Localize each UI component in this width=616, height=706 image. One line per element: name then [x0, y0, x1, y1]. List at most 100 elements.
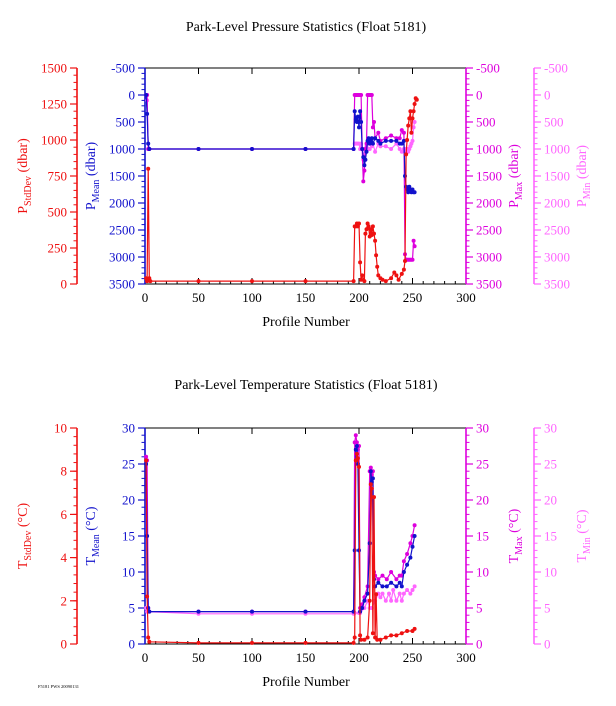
max-data-point	[370, 125, 375, 130]
mean-data-point	[394, 138, 399, 143]
stddev-data-point	[374, 253, 379, 258]
stddev-data-point	[410, 116, 415, 121]
max-y-tick-label: 1500	[476, 169, 502, 184]
mean-y-tick-label: 25	[122, 457, 135, 472]
mean-y-tick-label: 2500	[109, 223, 135, 238]
stddev-data-point	[375, 637, 380, 642]
min-data-point	[399, 598, 404, 603]
x-tick-label: 250	[403, 650, 423, 665]
max-y-axis-label: TMax (°C)	[507, 508, 525, 563]
stddev-data-point	[367, 598, 372, 603]
min-y-tick-label: 0	[544, 637, 551, 652]
mean-data-point	[351, 147, 356, 151]
max-y-tick-label: 2500	[476, 223, 502, 238]
mean-data-point	[354, 120, 359, 124]
max-y-tick-label: 10	[476, 565, 489, 580]
min-y-tick-label: 3000	[544, 250, 570, 265]
mean-data-point	[359, 120, 364, 124]
stddev-data-point	[196, 640, 201, 645]
mean-data-point	[303, 147, 308, 151]
mean-y-tick-label: 0	[129, 637, 136, 652]
stddev-y-tick-label: 250	[48, 241, 68, 256]
min-y-tick-label: 25	[544, 457, 557, 472]
x-tick-label: 50	[192, 290, 205, 305]
min-y-tick-label: 0	[544, 88, 551, 103]
mean-data-point	[354, 444, 359, 448]
stddev-y-tick-label: 0	[61, 277, 68, 292]
pressure-chart: Park-Level Pressure Statistics (Float 51…	[16, 20, 593, 330]
stddev-data-point	[196, 279, 201, 284]
stddev-data-point	[351, 279, 356, 284]
mean-data-point	[401, 570, 406, 574]
stddev-data-point	[250, 640, 254, 645]
stddev-data-point	[383, 635, 388, 640]
stddev-data-point	[394, 273, 399, 278]
x-tick-label: 100	[242, 650, 262, 665]
min-data-point	[383, 144, 388, 149]
max-y-tick-label: -500	[476, 61, 500, 76]
mean-data-point	[376, 580, 381, 585]
stddev-data-point	[362, 279, 367, 284]
axis-label-subscript: StdDev	[23, 176, 34, 206]
mean-data-point	[366, 136, 371, 141]
mean-data-point	[358, 109, 363, 114]
max-data-point	[376, 577, 381, 582]
stddev-data-point	[355, 456, 360, 461]
stddev-data-point	[364, 227, 369, 232]
stddev-data-point	[378, 637, 383, 642]
max-y-tick-label: 25	[476, 457, 489, 472]
stddev-data-point	[148, 279, 153, 284]
min-y-tick-label: 30	[544, 421, 557, 436]
stddev-y-tick-label: 500	[48, 205, 68, 220]
max-data-point	[372, 120, 376, 124]
stddev-data-point	[351, 640, 356, 645]
mean-data-point	[389, 580, 394, 585]
mean-data-point	[352, 109, 357, 114]
stddev-data-point	[368, 482, 373, 487]
stddev-data-point	[362, 637, 367, 642]
axis-label-unit: (dbar)	[16, 138, 31, 176]
stddev-data-point	[146, 635, 151, 640]
stddev-data-point	[372, 495, 376, 500]
stddev-data-point	[352, 635, 357, 640]
stddev-y-tick-label: 10	[54, 421, 67, 436]
stddev-data-point	[372, 231, 376, 236]
stddev-data-point	[403, 259, 407, 263]
axis-label-base: P	[575, 199, 590, 207]
stddev-data-point	[414, 97, 419, 102]
mean-data-point	[408, 555, 413, 560]
axis-label-base: T	[507, 554, 522, 563]
axis-label-subscript: Min	[582, 537, 593, 554]
min-data-point	[401, 591, 406, 596]
mean-y-tick-label: 5	[129, 601, 136, 616]
stddev-y-tick-label: 1000	[41, 133, 67, 148]
stddev-series-line	[145, 453, 416, 644]
min-data-point	[412, 120, 417, 124]
stddev-data-point	[373, 238, 378, 243]
mean-data-point	[389, 138, 394, 143]
chart-title: Park-Level Temperature Statistics (Float…	[174, 378, 437, 393]
min-y-tick-label: 1000	[544, 142, 570, 157]
mean-data-point	[353, 447, 358, 452]
mean-data-point	[196, 609, 201, 614]
min-y-tick-label: 500	[544, 115, 564, 130]
min-y-tick-label: -500	[544, 61, 568, 76]
mean-y-axis-label: TMean (°C)	[84, 506, 102, 565]
max-data-point	[359, 93, 364, 97]
min-data-point	[394, 598, 399, 603]
axis-label-base: P	[84, 202, 99, 210]
axis-label-unit: (dbar)	[507, 144, 522, 182]
axis-label-base: T	[84, 557, 99, 566]
min-y-tick-label: 5	[544, 601, 551, 616]
mean-data-point	[401, 138, 406, 143]
mean-data-point	[399, 141, 404, 146]
axis-label-subscript: Max	[514, 536, 525, 554]
min-data-point	[410, 588, 415, 592]
mean-y-tick-label: 1000	[109, 142, 135, 157]
mean-data-point	[362, 598, 367, 603]
stddev-data-point	[383, 279, 388, 284]
max-data-point	[362, 168, 367, 173]
axis-label-base: P	[16, 206, 31, 214]
mean-data-point	[368, 469, 373, 474]
stddev-data-point	[303, 279, 308, 284]
